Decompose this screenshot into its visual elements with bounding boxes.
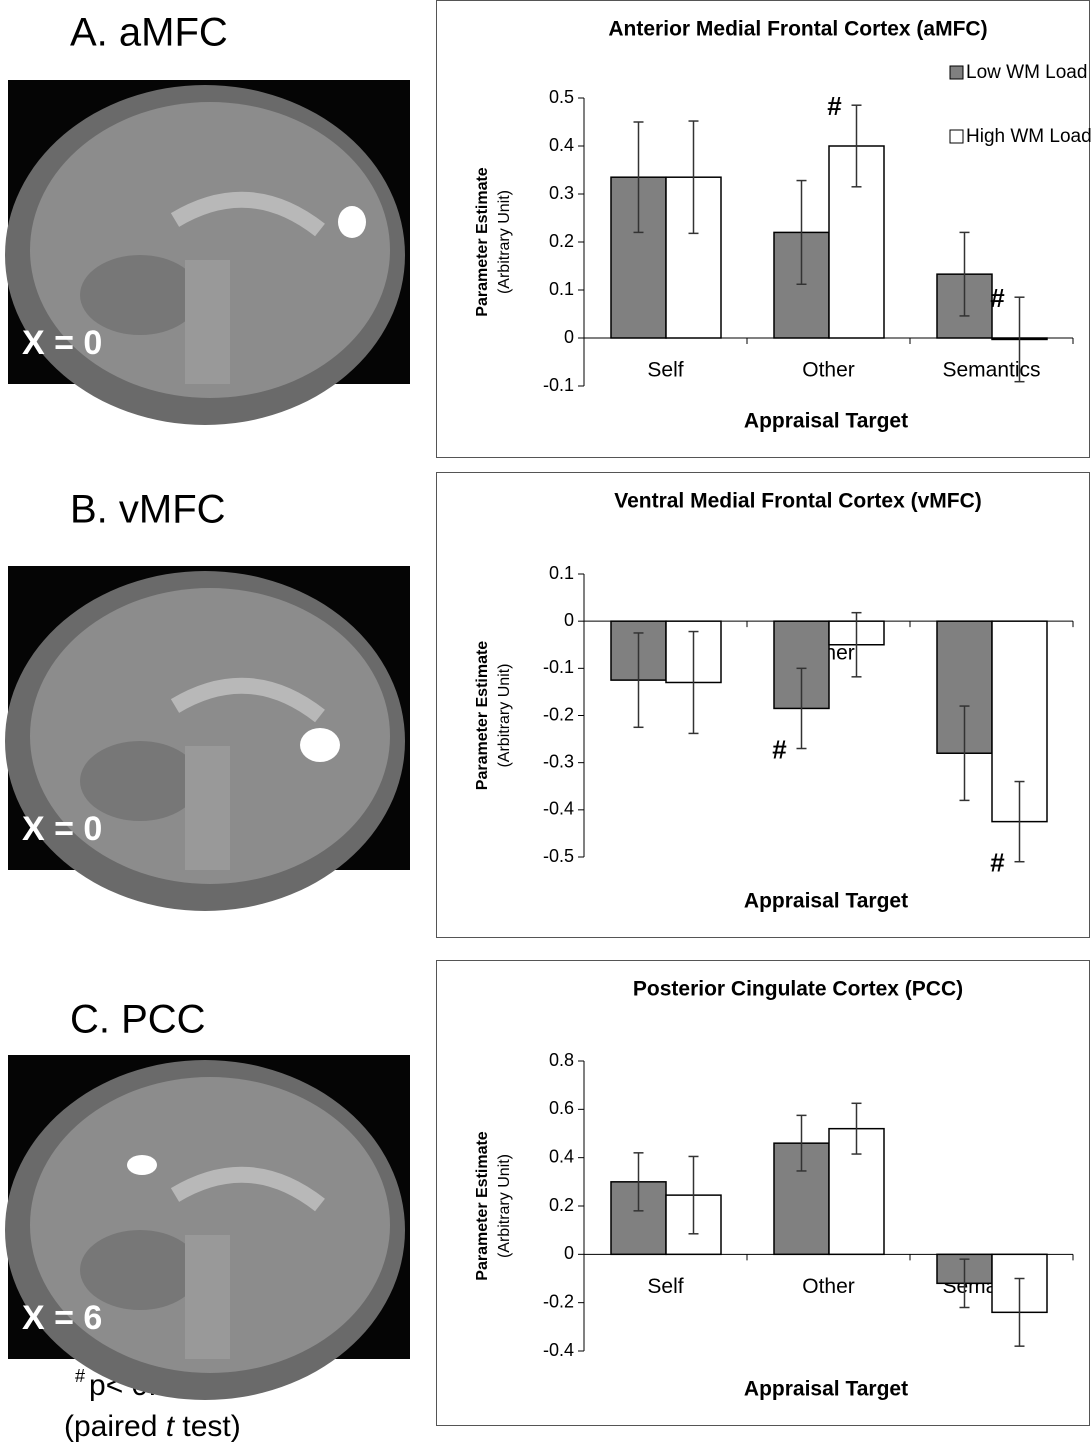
- y-axis-sublabel: (Arbitrary Unit): [496, 663, 513, 767]
- y-tick-label: 0.3: [549, 183, 574, 203]
- y-axis-label: Parameter Estimate: [474, 1131, 491, 1281]
- slice-label: X = 6: [22, 1299, 102, 1337]
- y-tick-label: -0.4: [543, 799, 574, 819]
- y-tick-label: 0.6: [549, 1098, 574, 1118]
- chart-title: Ventral Medial Frontal Cortex (vMFC): [614, 490, 982, 513]
- footnote-mark: #: [75, 1366, 85, 1386]
- y-tick-label: -0.1: [543, 657, 574, 677]
- footnote-test: (paired t test): [64, 1410, 241, 1443]
- x-tick-label: Semantics: [942, 359, 1040, 382]
- brain-image: [5, 1055, 410, 1400]
- panel-label: B. vMFC: [70, 488, 226, 532]
- chart-title: Posterior Cingulate Cortex (PCC): [633, 978, 963, 1001]
- y-tick-label: 0.5: [549, 87, 574, 107]
- y-tick-label: -0.2: [543, 1291, 574, 1311]
- brainstem: [185, 260, 230, 384]
- y-tick-label: -0.1: [543, 375, 574, 395]
- x-axis-label: Appraisal Target: [744, 890, 908, 913]
- panel-label: A. aMFC: [70, 11, 228, 55]
- activation: [127, 1155, 157, 1175]
- activation: [300, 728, 340, 762]
- y-tick-label: 0.4: [549, 135, 574, 155]
- y-tick-label: 0: [564, 610, 574, 630]
- brainstem: [185, 746, 230, 870]
- y-tick-label: -0.5: [543, 846, 574, 866]
- y-axis-label: Parameter Estimate: [474, 167, 491, 317]
- y-tick-label: 0.8: [549, 1050, 574, 1070]
- activation: [338, 206, 366, 238]
- y-tick-label: -0.4: [543, 1340, 574, 1360]
- legend-label: Low WM Load: [966, 62, 1087, 83]
- y-axis-sublabel: (Arbitrary Unit): [496, 1154, 513, 1258]
- footnote-open: (paired: [64, 1410, 166, 1443]
- y-tick-label: 0.2: [549, 1195, 574, 1215]
- brain-image: [5, 566, 410, 911]
- y-tick-label: -0.3: [543, 751, 574, 771]
- legend-swatch: [950, 66, 963, 79]
- footnote-close: test): [174, 1410, 241, 1443]
- legend-swatch: [950, 130, 963, 143]
- significance-mark: #: [772, 734, 787, 764]
- y-axis-sublabel: (Arbitrary Unit): [496, 190, 513, 294]
- y-tick-label: 0.1: [549, 563, 574, 583]
- y-tick-label: 0: [564, 327, 574, 347]
- significance-mark: #: [990, 848, 1005, 878]
- x-tick-label: Self: [647, 1275, 683, 1298]
- y-tick-label: 0.4: [549, 1146, 574, 1166]
- brain-image: [5, 80, 410, 425]
- chart-title: Anterior Medial Frontal Cortex (aMFC): [608, 18, 987, 41]
- x-axis-label: Appraisal Target: [744, 1378, 908, 1401]
- y-tick-label: 0: [564, 1243, 574, 1263]
- x-tick-label: Other: [802, 359, 855, 382]
- significance-mark: #: [827, 91, 842, 121]
- y-tick-label: 0.1: [549, 279, 574, 299]
- figure: #p< 0.05 (paired t test) A. aMFCX = 0B. …: [0, 0, 1091, 1447]
- significance-mark: #: [990, 283, 1005, 313]
- x-tick-label: Other: [802, 1275, 855, 1298]
- brainstem: [185, 1235, 230, 1359]
- x-tick-label: Self: [647, 359, 683, 382]
- y-tick-label: -0.2: [543, 704, 574, 724]
- chart-frame: [437, 961, 1090, 1426]
- legend-label: High WM Load: [966, 126, 1091, 147]
- x-axis-label: Appraisal Target: [744, 410, 908, 433]
- y-tick-label: 0.2: [549, 231, 574, 251]
- y-axis-label: Parameter Estimate: [474, 641, 491, 791]
- panel-label: C. PCC: [70, 998, 206, 1042]
- slice-label: X = 0: [22, 324, 102, 362]
- slice-label: X = 0: [22, 810, 102, 848]
